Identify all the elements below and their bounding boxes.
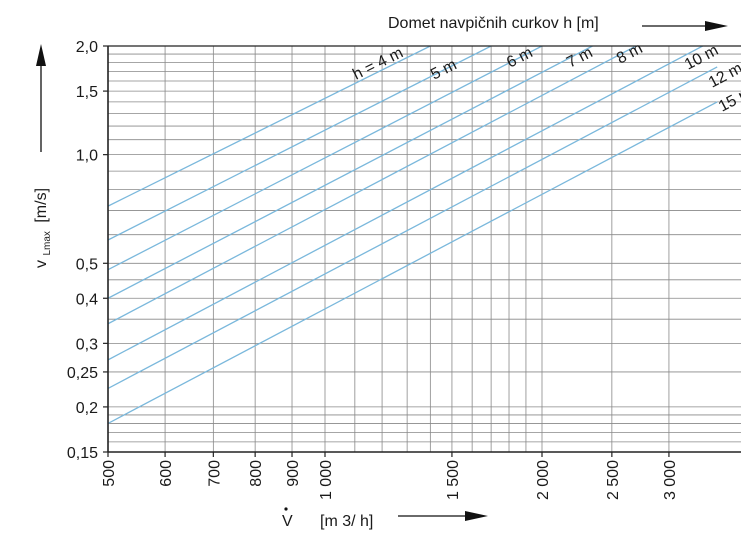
svg-text:v Lmax [m/s]: v Lmax [m/s] [33,188,54,268]
y-arrow-icon [36,44,46,152]
y-axis-subscript: Lmax [42,231,53,255]
y-tick-label: 0,3 [76,336,98,353]
x-tick-label: 500 [101,460,118,487]
x-symbol-dot-icon [284,507,288,511]
series-line-8 [108,101,718,424]
top-axis-title: Domet navpičnih curkov h [m] [388,15,599,32]
y-axis-unit: [m/s] [33,188,50,223]
y-tick-label: 0,15 [67,445,98,462]
series-line-3 [108,46,543,271]
y-tick-label: 1,5 [76,84,98,101]
curve-label-1: h = 4 m [350,44,406,83]
x-tick-label: 2 000 [535,460,552,500]
x-tick-label: 2 500 [605,460,622,500]
series-line-1 [108,46,431,207]
curve-label-5: 8 m [614,40,646,67]
x-tick-label: 1 000 [318,460,335,500]
y-tick-label: 0,4 [76,291,98,308]
series-line-5 [108,46,637,325]
series-line-2 [108,46,492,241]
x-tick-label: 1 500 [445,460,462,500]
x-axis-symbol: V [282,513,293,530]
y-tick-label: 2,0 [76,39,98,56]
y-tick-label: 0,25 [67,365,98,382]
x-axis-unit: [m 3/ h] [320,513,373,530]
x-tick-label: 600 [158,460,175,487]
y-tick-label: 1,0 [76,148,98,165]
series-lines [108,46,718,424]
y-tick-label: 0,2 [76,400,98,417]
curve-label-2: 5 m [428,56,459,83]
x-tick-label: 3 000 [662,460,679,500]
x-tick-label: 800 [248,460,265,487]
top-arrow-icon [642,21,728,31]
y-tick-label: 0,5 [76,256,98,273]
y-axis-symbol: v [33,260,50,268]
y-axis-title: v Lmax [m/s] [33,188,54,268]
x-tick-label: 900 [285,460,302,487]
curve-label-4: 7 m [564,44,596,71]
curve-label-8: 15 m [716,84,741,116]
curve-label-7: 12 m [706,60,741,92]
x-arrow-icon [398,511,488,521]
series-line-7 [108,66,718,390]
series-line-6 [108,46,705,361]
series-line-4 [108,46,593,299]
x-tick-label: 700 [206,460,223,487]
